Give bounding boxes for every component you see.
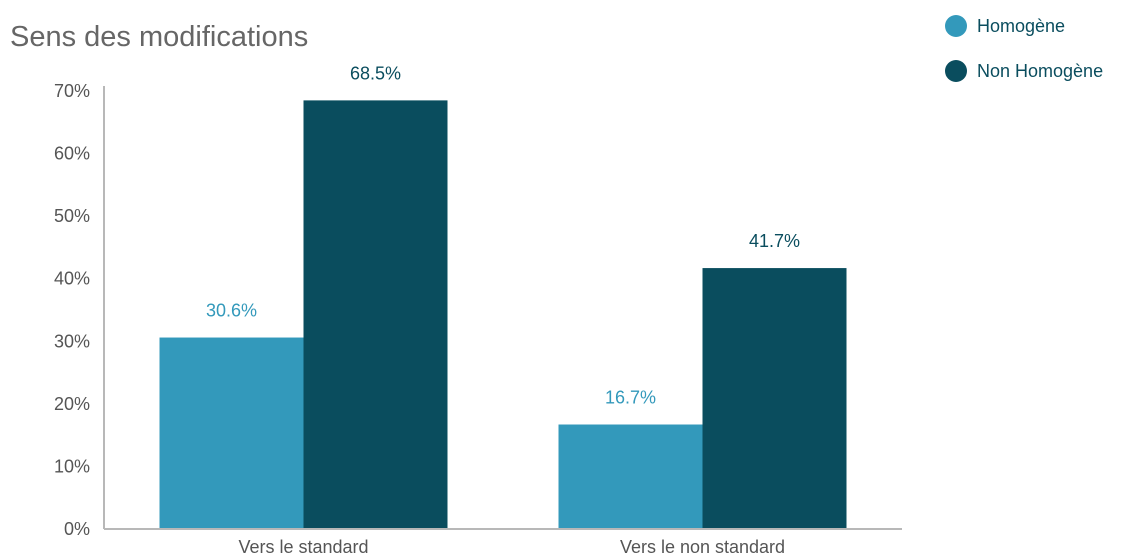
legend: Homogène Non Homogène (945, 15, 1103, 82)
legend-label: Non Homogène (977, 61, 1103, 81)
y-tick-label: 20% (54, 394, 90, 414)
bar (160, 338, 304, 529)
bar (703, 268, 847, 529)
legend-swatch (945, 60, 967, 82)
data-label: 68.5% (350, 63, 401, 83)
data-label: 16.7% (605, 388, 656, 408)
y-tick-label: 40% (54, 269, 90, 289)
y-tick-label: 0% (64, 519, 90, 539)
data-label: 30.6% (206, 301, 257, 321)
bar (304, 100, 448, 529)
bar (559, 425, 703, 529)
bars (160, 100, 847, 529)
y-axis-ticks: 0% 10% 20% 30% 40% 50% 60% 70% (54, 81, 90, 539)
y-tick-label: 70% (54, 81, 90, 101)
x-axis-categories: Vers le standard Vers le non standard (238, 537, 785, 554)
data-label: 41.7% (749, 231, 800, 251)
legend-label: Homogène (977, 16, 1065, 36)
legend-swatch (945, 15, 967, 37)
y-tick-label: 60% (54, 144, 90, 164)
chart-title: Sens des modifications (10, 21, 308, 53)
y-tick-label: 50% (54, 206, 90, 226)
x-category-label: Vers le standard (238, 537, 368, 554)
y-tick-label: 30% (54, 331, 90, 351)
y-tick-label: 10% (54, 456, 90, 476)
x-category-label: Vers le non standard (620, 537, 785, 554)
